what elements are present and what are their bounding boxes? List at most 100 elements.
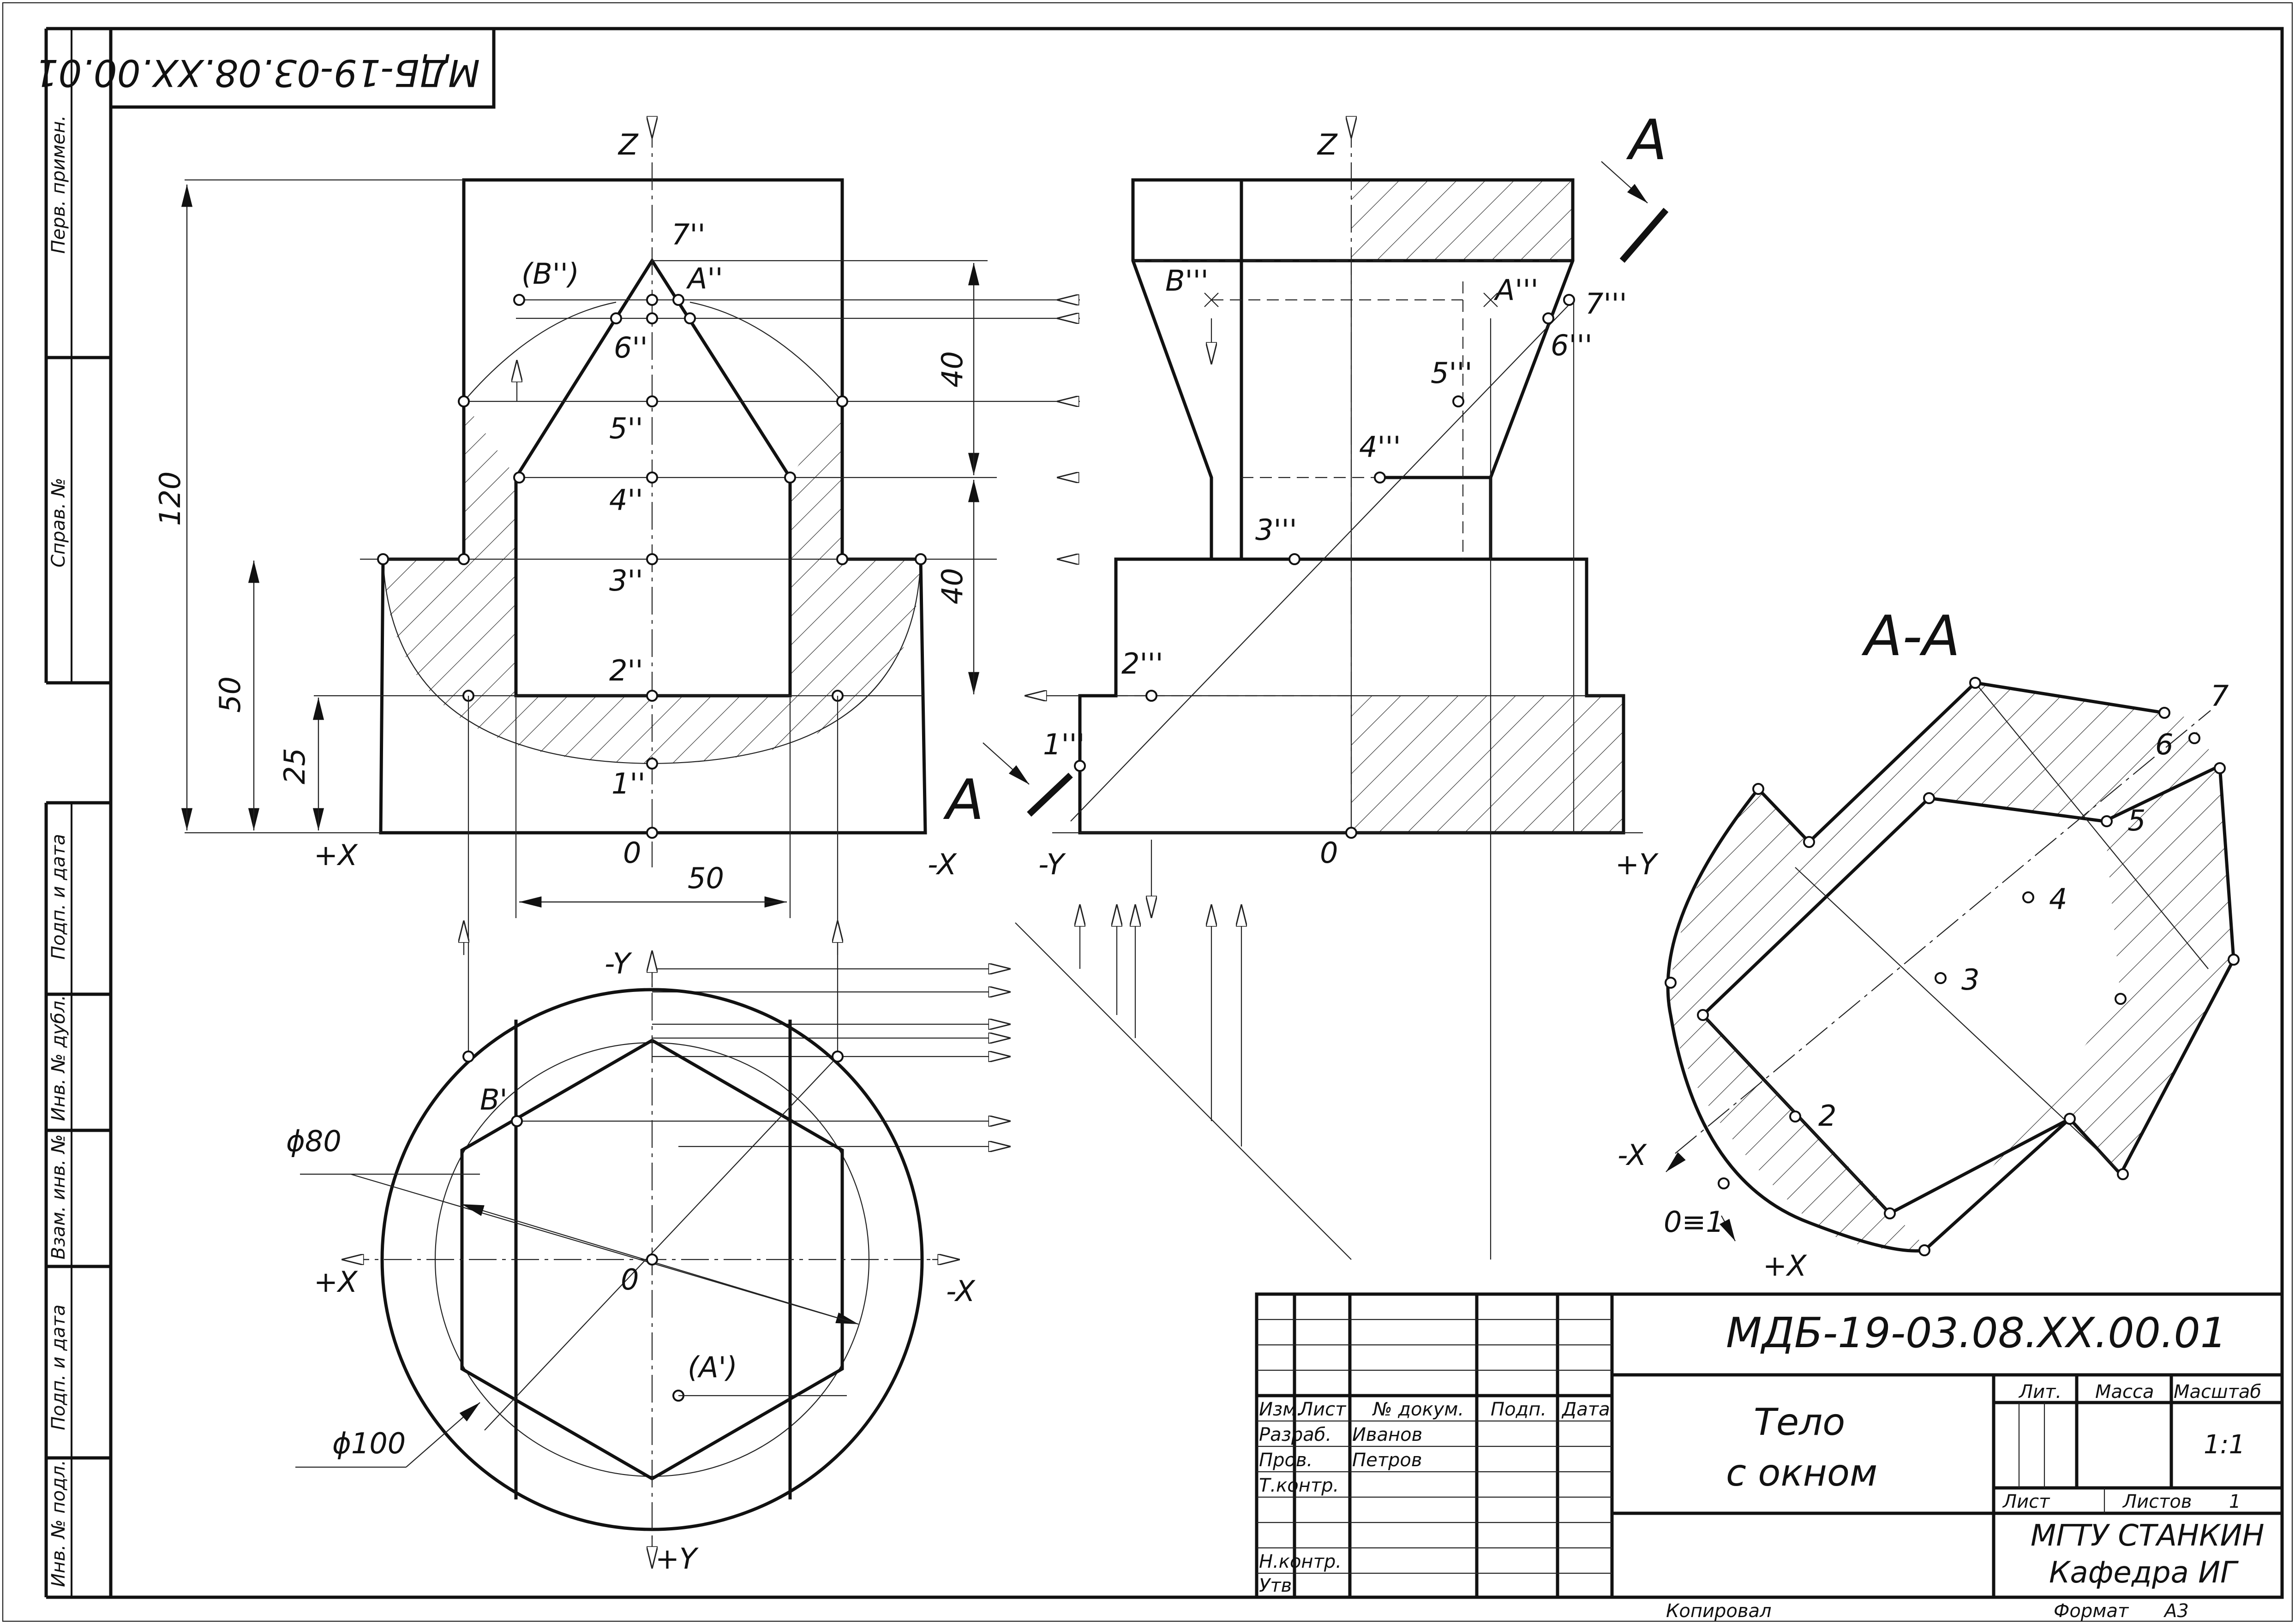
front-axis-z: Z <box>617 128 639 161</box>
tb-scale-label: Масштаб <box>2174 1381 2261 1403</box>
tb-name-line1: Тело <box>1754 1401 1845 1444</box>
side-point-3: 3''' <box>1255 513 1297 547</box>
side-label-inv-podl: Инв. № подл. <box>48 1460 69 1587</box>
side-label-podp2: Подп. и дата <box>48 1305 69 1430</box>
section-origin: 0≡1 <box>1664 1205 1724 1239</box>
front-point-1: 1'' <box>611 767 646 800</box>
section-point-7: 7 <box>2211 679 2229 713</box>
tb-hdr-podp: Подп. <box>1491 1399 1546 1420</box>
stamp-code-text: МДБ-19-03.08.XX.00.01 <box>35 51 480 94</box>
title-block <box>1255 1292 2284 1599</box>
side-label-podp1: Подп. и дата <box>48 834 69 960</box>
side-label-perv: Перв. примен. <box>48 115 69 254</box>
side-point-1: 1''' <box>1043 728 1085 761</box>
tb-role-prov: Пров. <box>1259 1450 1312 1471</box>
tb-sheet: Лист <box>2002 1491 2050 1512</box>
rotated-code-stamp: МДБ-19-03.08.XX.00.01 <box>35 27 496 109</box>
cut-label-top: A <box>1626 108 1667 173</box>
top-point-b: B' <box>480 1083 508 1116</box>
top-axis-plus-x: +X <box>314 1265 358 1299</box>
side-point-6: 6''' <box>1551 328 1593 362</box>
tb-role-nkontr: Н.контр. <box>1259 1551 1342 1572</box>
front-point-2: 2'' <box>609 654 643 687</box>
dim-diameter-100: ϕ100 <box>332 1427 406 1460</box>
section-point-6: 6 <box>2155 728 2173 761</box>
front-view <box>181 120 1080 918</box>
tb-code: МДБ-19-03.08.XX.00.01 <box>1726 1309 2227 1357</box>
dim-50-width: 50 <box>688 861 724 895</box>
tb-org-line1: МГТУ СТАНКИН <box>2031 1519 2264 1553</box>
dim-40-lower: 40 <box>935 568 969 604</box>
side-axis-plus-y: +Y <box>1615 848 1659 881</box>
side-axis-z: Z <box>1317 128 1338 161</box>
tb-sheets-count: 1 <box>2229 1491 2241 1512</box>
front-view-labels: Z (B'') A'' 7'' 6'' 5'' 4'' 3'' 2'' 1'' … <box>153 128 969 895</box>
front-point-3: 3'' <box>609 564 643 597</box>
section-point-2: 2 <box>1818 1099 1836 1133</box>
top-axis-plus-y: +Y <box>655 1542 699 1576</box>
tb-hdr-dokum: № докум. <box>1372 1399 1464 1420</box>
tb-role-tkontr: Т.контр. <box>1259 1475 1339 1496</box>
section-axis-minus-x: -X <box>1618 1138 1647 1172</box>
tb-lit: Лит. <box>2018 1381 2061 1403</box>
side-point-a: A''' <box>1493 273 1539 307</box>
side-label-inv-dubl: Инв. № дубл. <box>48 995 69 1121</box>
section-aa <box>1665 677 2240 1256</box>
section-point-5: 5 <box>2127 804 2145 837</box>
dim-120: 120 <box>153 472 187 526</box>
section-title: А-А <box>1861 604 1960 669</box>
front-axis-plus-x: +X <box>314 838 358 872</box>
front-origin: 0 <box>623 836 641 870</box>
side-point-7: 7''' <box>1585 287 1627 321</box>
tb-copied: Копировал <box>1666 1600 1772 1622</box>
tb-sheets: Листов <box>2122 1491 2192 1512</box>
top-view <box>295 950 960 1569</box>
side-origin: 0 <box>1320 836 1338 870</box>
tb-name-petrov: Петров <box>1352 1450 1422 1471</box>
front-point-a: A'' <box>686 262 723 295</box>
dim-diameter-80: ϕ80 <box>286 1124 342 1158</box>
side-point-5: 5''' <box>1431 356 1473 390</box>
tb-format-value: А3 <box>2163 1600 2189 1622</box>
front-point-6: 6'' <box>614 331 648 364</box>
top-axis-minus-y: -Y <box>605 947 632 980</box>
section-aa-labels: А-А 2 3 4 5 6 7 -X +X 0≡1 <box>1618 604 2229 1283</box>
top-point-a: (A') <box>688 1350 737 1384</box>
front-axis-minus-x: -X <box>928 848 957 881</box>
side-label-vzam: Взам. инв. № <box>48 1134 69 1260</box>
title-block-text: МДБ-19-03.08.XX.00.01 Тело с окном Изм. … <box>1259 1309 2264 1622</box>
side-label-sprav: Справ. № <box>48 478 69 567</box>
cut-label-bottom: A <box>943 768 984 832</box>
side-point-4: 4''' <box>1359 430 1401 464</box>
side-point-b: B''' <box>1165 264 1209 298</box>
tb-hdr-data: Дата <box>1561 1399 1610 1420</box>
side-axis-minus-y: -Y <box>1038 848 1066 881</box>
tb-format-label: Формат <box>2054 1600 2129 1622</box>
front-point-5: 5'' <box>609 412 643 445</box>
tb-name-ivanov: Иванов <box>1352 1424 1422 1445</box>
tb-role-utv: Утв. <box>1259 1575 1298 1596</box>
side-strip-labels: Перв. примен. Справ. № Подп. и дата Инв.… <box>48 115 69 1587</box>
tb-role-razrab: Разраб. <box>1259 1424 1331 1445</box>
section-axis-plus-x: +X <box>1763 1249 1807 1283</box>
side-view-labels: Z B''' A''' 7''' 6''' 5''' 4''' 3''' 2''… <box>943 108 1667 881</box>
tb-hdr-list: Лист <box>1298 1399 1347 1420</box>
section-point-4: 4 <box>2049 882 2067 916</box>
side-point-2: 2''' <box>1121 647 1163 681</box>
section-point-3: 3 <box>1961 963 1979 997</box>
front-point-4: 4'' <box>609 483 643 517</box>
dim-40-upper: 40 <box>935 351 969 388</box>
front-point-b: (B'') <box>521 257 579 291</box>
tb-hdr-izm: Изм. <box>1259 1399 1302 1420</box>
side-view <box>983 120 1669 839</box>
dim-50-height: 50 <box>213 676 247 713</box>
top-view-labels: -Y +Y +X -X 0 B' (A') ϕ80 ϕ100 <box>286 947 976 1576</box>
tb-mass: Масса <box>2095 1381 2154 1403</box>
tb-name-line2: с окном <box>1726 1451 1877 1494</box>
dim-25: 25 <box>278 748 312 784</box>
top-origin: 0 <box>621 1263 639 1296</box>
top-axis-minus-x: -X <box>946 1274 976 1308</box>
front-point-7: 7'' <box>671 218 706 251</box>
